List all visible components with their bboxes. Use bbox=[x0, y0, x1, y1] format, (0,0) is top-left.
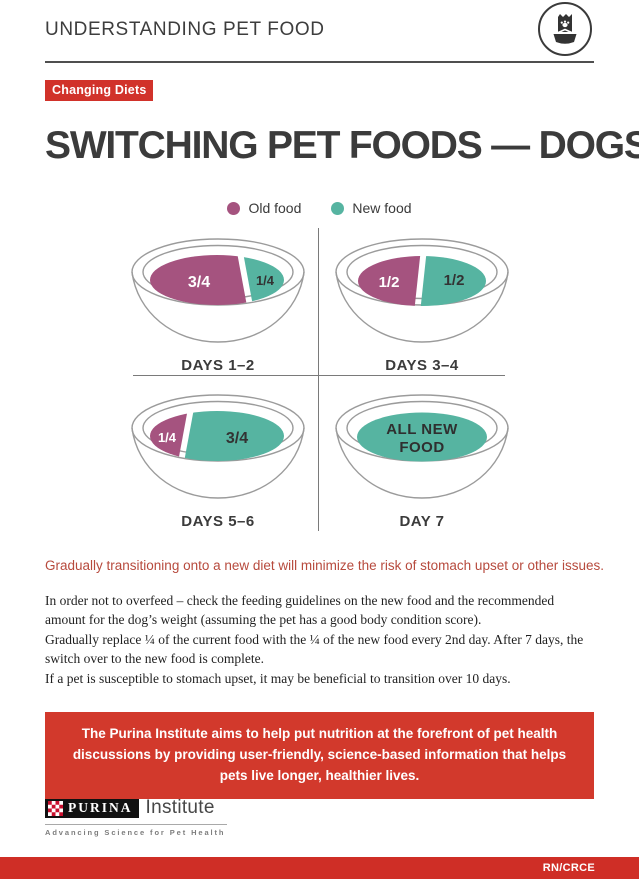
bowl-caption: DAYS 5–6 bbox=[181, 513, 255, 530]
vertical-divider bbox=[318, 228, 319, 531]
new-food-swatch-icon bbox=[331, 201, 345, 215]
pet-food-bag-glyph bbox=[553, 14, 577, 44]
old-food-swatch-icon bbox=[227, 201, 241, 215]
horizontal-divider bbox=[133, 375, 505, 376]
purina-wordmark: PURINA bbox=[68, 800, 133, 815]
footer-bar: RN/CRCE bbox=[0, 857, 639, 879]
purina-checkerboard-icon bbox=[48, 800, 63, 816]
bowl-day-7: ALL NEW FOOD DAY 7 bbox=[317, 386, 527, 530]
new-fraction-label: 1/4 bbox=[256, 273, 275, 288]
page-title: SWITCHING PET FOODS — DOGS bbox=[45, 124, 639, 167]
new-fraction-label: 3/4 bbox=[226, 430, 248, 447]
lead-sentence: Gradually transitioning onto a new diet … bbox=[45, 558, 605, 573]
bowl-caption: DAYS 3–4 bbox=[385, 357, 459, 374]
legend: Old food New food bbox=[0, 200, 639, 216]
document-code: RN/CRCE bbox=[542, 862, 595, 874]
purina-institute-callout: The Purina Institute aims to help put nu… bbox=[45, 712, 594, 799]
body-paragraph-3: If a pet is susceptible to stomach upset… bbox=[45, 671, 511, 686]
old-fraction-label: 1/2 bbox=[379, 274, 400, 291]
bowl-days-1-2: 3/4 1/4 DAYS 1–2 bbox=[113, 230, 323, 374]
body-paragraph-1: In order not to overfeed – check the fee… bbox=[45, 593, 555, 627]
pet-food-bag-icon bbox=[538, 2, 592, 56]
purina-logo-box: PURINA bbox=[45, 798, 139, 818]
legend-item-new-food: New food bbox=[331, 200, 412, 216]
logo-divider bbox=[45, 824, 227, 825]
bowl-caption: DAYS 1–2 bbox=[181, 357, 255, 374]
section-badge: Changing Diets bbox=[45, 80, 154, 101]
purina-institute-logo: PURINA Institute Advancing Science for P… bbox=[45, 797, 230, 837]
bowl-days-5-6: 1/4 3/4 DAYS 5–6 bbox=[113, 386, 323, 530]
bowl-diagram: 3/4 1/4 DAYS 1–2 1/2 1/2 DAYS 3–4 bbox=[0, 228, 639, 532]
legend-old-label: Old food bbox=[248, 200, 302, 216]
body-paragraph-2: Gradually replace ¼ of the current food … bbox=[45, 632, 584, 666]
old-fraction-label: 3/4 bbox=[188, 274, 210, 291]
legend-new-label: New food bbox=[352, 200, 412, 216]
bowl-graphic-days-5-6: 1/4 3/4 bbox=[131, 394, 305, 499]
all-new-food-label-line2: FOOD bbox=[399, 439, 444, 456]
page-kicker: UNDERSTANDING PET FOOD bbox=[45, 19, 325, 40]
bowl-graphic-days-3-4: 1/2 1/2 bbox=[335, 238, 509, 343]
bowl-caption: DAY 7 bbox=[399, 513, 445, 530]
all-new-food-label-line1: ALL NEW bbox=[386, 421, 458, 438]
logo-tagline: Advancing Science for Pet Health bbox=[45, 828, 226, 837]
institute-wordmark: Institute bbox=[145, 797, 215, 818]
bowl-graphic-days-1-2: 3/4 1/4 bbox=[131, 238, 305, 343]
bowl-graphic-day-7: ALL NEW FOOD bbox=[335, 394, 509, 499]
bowl-days-3-4: 1/2 1/2 DAYS 3–4 bbox=[317, 230, 527, 374]
header-divider bbox=[45, 61, 594, 63]
legend-item-old-food: Old food bbox=[227, 200, 301, 216]
old-fraction-label: 1/4 bbox=[158, 430, 177, 445]
new-fraction-label: 1/2 bbox=[444, 272, 465, 289]
